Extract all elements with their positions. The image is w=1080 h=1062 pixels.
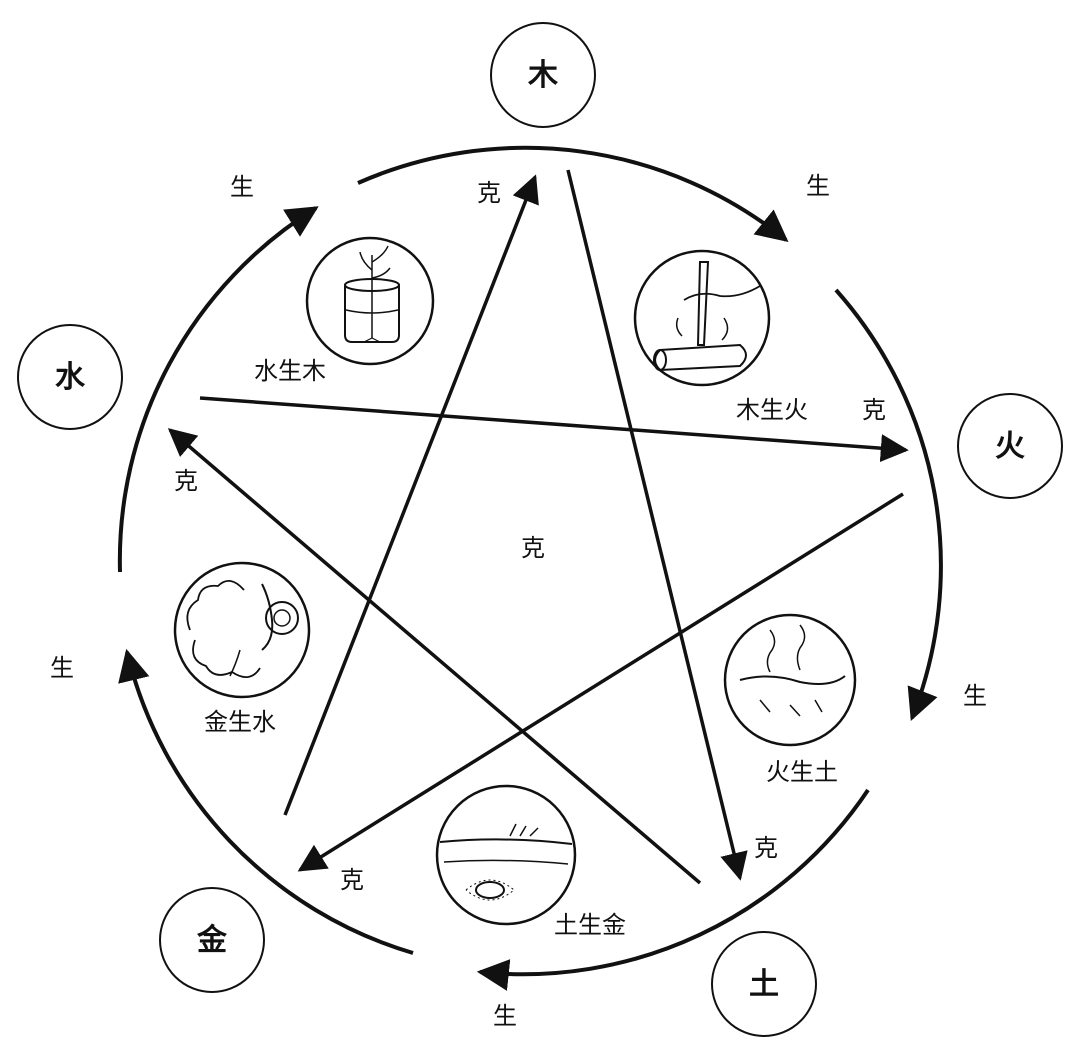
element-earth: 土 (711, 931, 817, 1037)
element-earth-label: 土 (749, 967, 779, 1002)
sheng-cycle (117, 145, 943, 991)
ke-label: 克 (477, 179, 501, 207)
illustration-wood-fire: 木生火 (633, 249, 808, 424)
illustration-earth-metal-label: 土生金 (554, 911, 626, 939)
line-fire-to-metal (297, 492, 904, 872)
arc-water-to-wood (117, 206, 319, 573)
line-earth-to-water (167, 428, 702, 885)
ke-label: 克 (521, 534, 545, 562)
element-wood: 木 (490, 22, 596, 128)
element-fire-label: 火 (995, 429, 1025, 464)
arc-metal-to-water (118, 648, 414, 955)
sheng-label: 生 (806, 172, 830, 200)
ke-label: 克 (174, 467, 198, 495)
ke-label: 克 (862, 396, 886, 424)
ke-label: 克 (754, 834, 778, 862)
line-metal-to-wood (283, 174, 539, 816)
arc-fire-to-earth (834, 288, 943, 721)
sheng-label: 生 (963, 682, 987, 710)
illustration-metal-water: 金生水 (173, 561, 311, 736)
element-water-label: 水 (55, 360, 86, 395)
sheng-label: 生 (50, 654, 74, 682)
sheng-label: 生 (493, 1002, 517, 1030)
sheng-label: 生 (230, 173, 254, 201)
element-fire: 火 (957, 393, 1063, 499)
line-water-to-fire (199, 396, 909, 463)
arc-wood-to-fire (357, 145, 789, 243)
element-metal: 金 (159, 887, 265, 993)
element-metal-label: 金 (196, 923, 228, 958)
illustration-fire-earth: 火生土 (723, 613, 857, 786)
element-wood-label: 木 (527, 58, 558, 93)
illustration-fire-earth-label: 火生土 (766, 758, 838, 786)
element-water: 水 (17, 324, 123, 430)
illustration-wood-fire-label: 木生火 (736, 396, 808, 424)
illustration-water-wood-label: 水生木 (254, 357, 326, 385)
arc-earth-to-metal (476, 788, 870, 991)
illustration-earth-metal: 土生金 (435, 784, 626, 939)
ke-star (167, 169, 909, 885)
ke-label: 克 (340, 866, 364, 894)
illustration-metal-water-label: 金生水 (204, 708, 276, 736)
line-wood-to-earth (566, 169, 748, 881)
illustration-water-wood: 水生木 (254, 236, 435, 385)
